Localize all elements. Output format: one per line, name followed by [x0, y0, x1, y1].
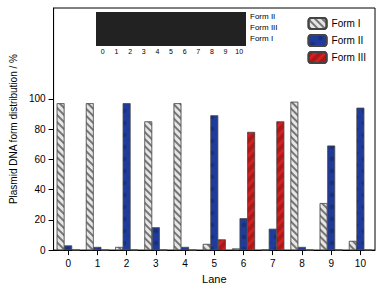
svg-text:10: 10	[355, 258, 367, 269]
svg-text:3: 3	[142, 48, 146, 55]
svg-text:80: 80	[34, 124, 46, 135]
svg-text:1: 1	[115, 48, 119, 55]
svg-text:10: 10	[235, 48, 243, 55]
svg-text:1: 1	[95, 258, 101, 269]
svg-text:4: 4	[155, 48, 159, 55]
svg-text:40: 40	[34, 184, 46, 195]
svg-text:Form I: Form I	[250, 34, 273, 43]
svg-text:4: 4	[182, 258, 188, 269]
svg-text:9: 9	[224, 48, 228, 55]
svg-text:5: 5	[212, 258, 218, 269]
svg-text:9: 9	[328, 258, 334, 269]
svg-text:5: 5	[169, 48, 173, 55]
svg-text:Form III: Form III	[332, 52, 366, 63]
svg-text:6: 6	[183, 48, 187, 55]
svg-text:2: 2	[128, 48, 132, 55]
svg-text:Lane: Lane	[202, 273, 226, 285]
svg-text:6: 6	[241, 258, 247, 269]
svg-text:100: 100	[29, 93, 46, 104]
svg-text:7: 7	[196, 48, 200, 55]
svg-text:8: 8	[210, 48, 214, 55]
svg-text:Form III: Form III	[250, 23, 278, 32]
svg-text:2: 2	[124, 258, 130, 269]
svg-text:Form I: Form I	[332, 18, 361, 29]
svg-text:0: 0	[65, 258, 71, 269]
svg-text:60: 60	[34, 154, 46, 165]
svg-text:8: 8	[299, 258, 305, 269]
svg-text:3: 3	[153, 258, 159, 269]
svg-text:Plasmid DNA form distribution: Plasmid DNA form distribution / %	[8, 54, 19, 204]
svg-text:20: 20	[34, 214, 46, 225]
svg-text:7: 7	[270, 258, 276, 269]
svg-text:Form II: Form II	[332, 35, 364, 46]
svg-text:0: 0	[40, 245, 46, 256]
svg-text:0: 0	[101, 48, 105, 55]
svg-text:Form II: Form II	[250, 12, 275, 21]
